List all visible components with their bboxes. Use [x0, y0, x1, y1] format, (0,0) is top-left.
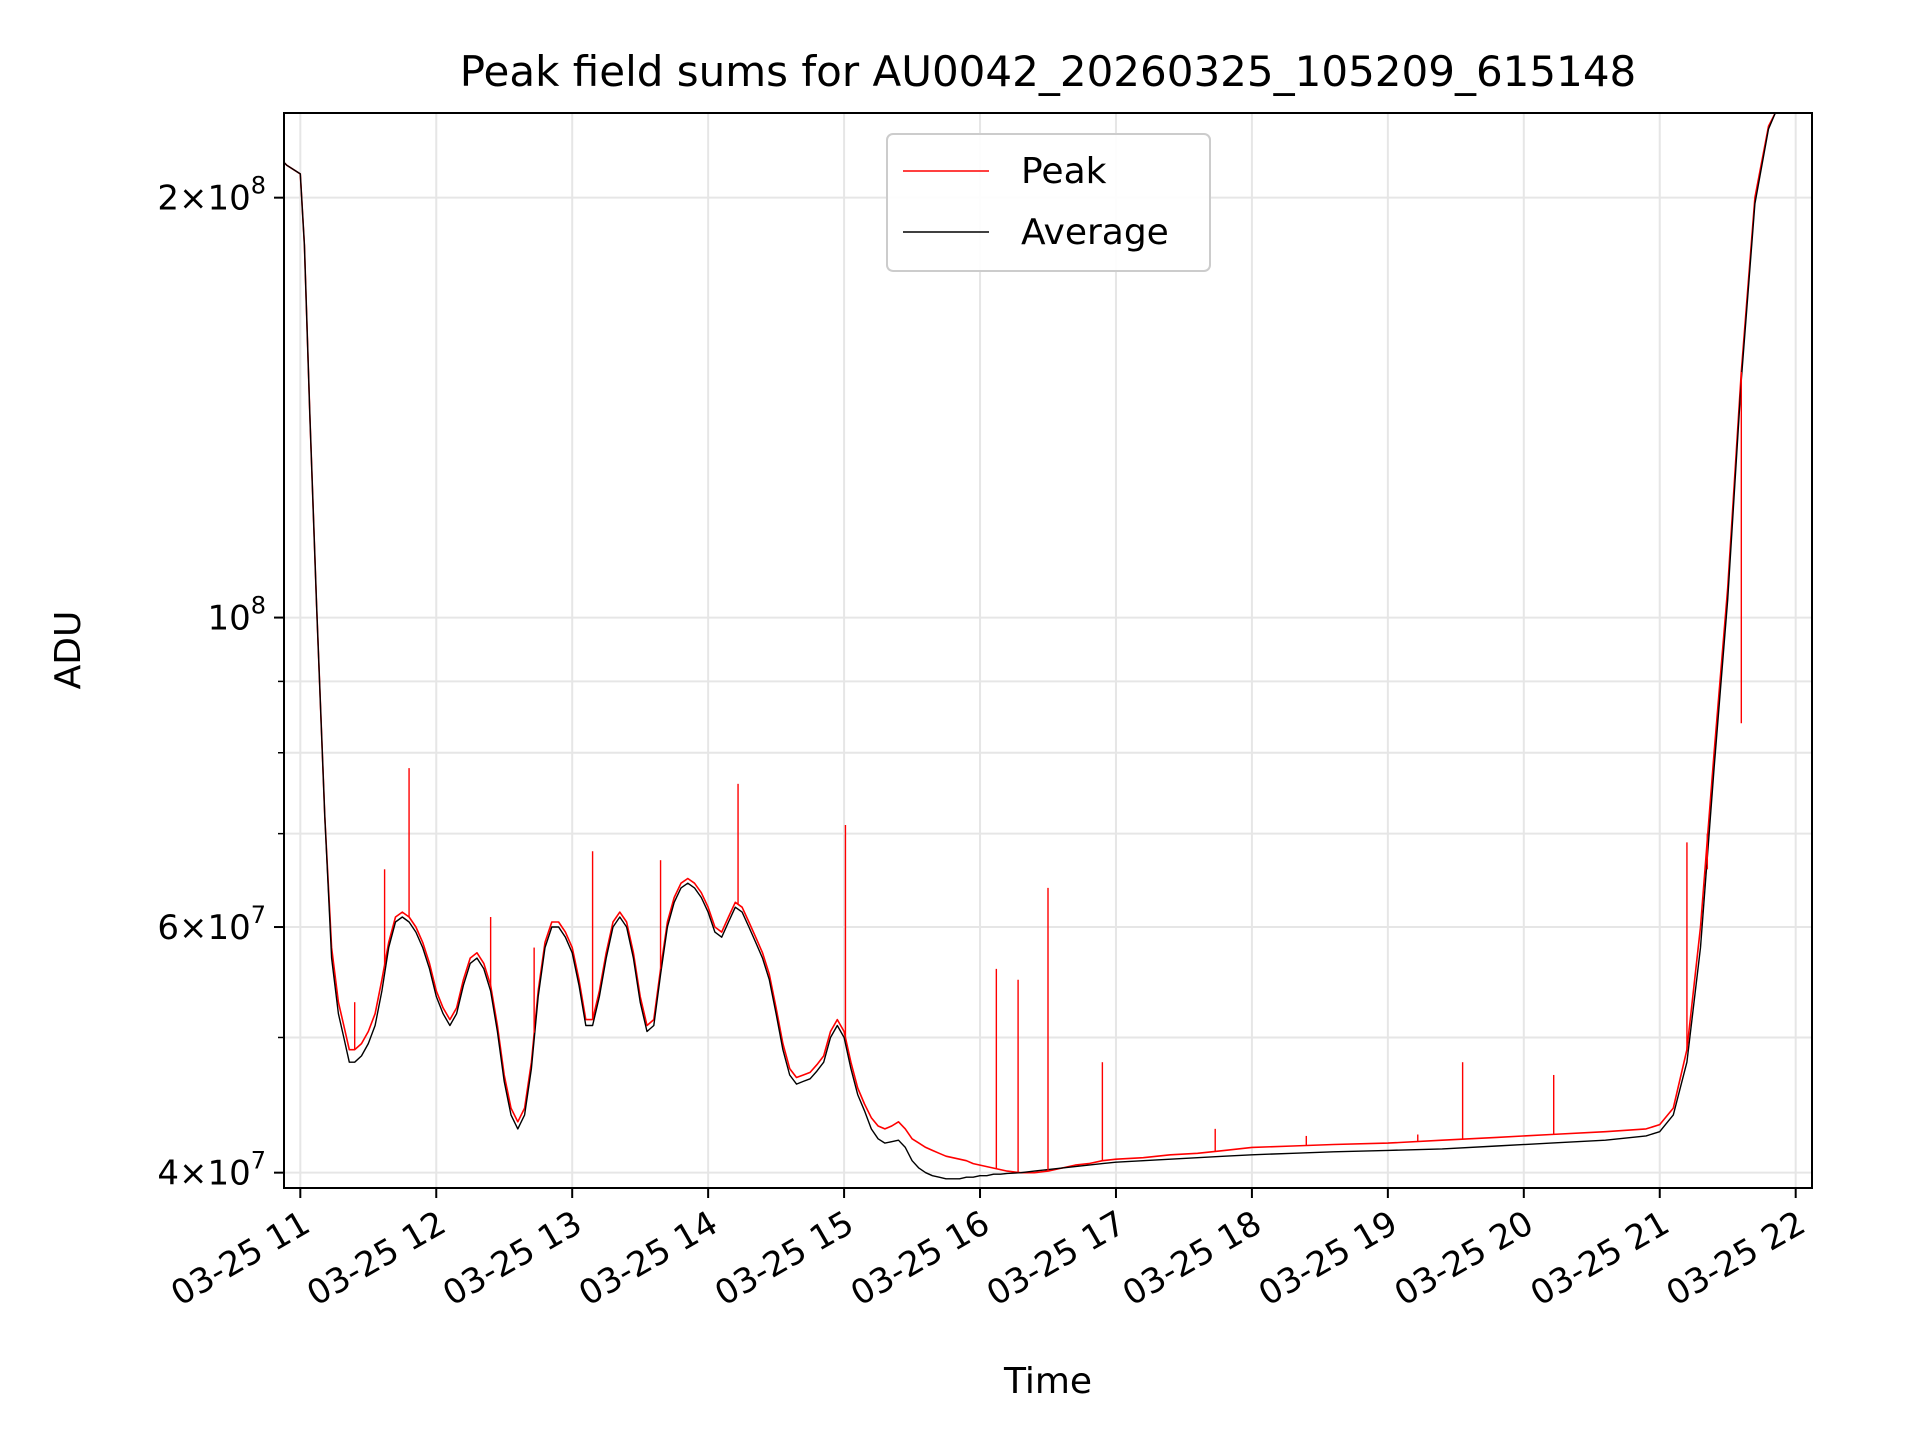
grid — [284, 113, 1812, 1188]
y-axis: 4×107 6×107 108 2×108 — [157, 172, 284, 1194]
series-layer — [284, 113, 1777, 1180]
y-tick-label: 108 — [207, 592, 266, 639]
legend-label-peak: Peak — [1021, 151, 1107, 192]
y-tick-label: 4×107 — [157, 1147, 266, 1194]
series-group — [284, 113, 1777, 1180]
series-line-peak — [284, 113, 1777, 1174]
y-axis-label: ADU — [48, 611, 89, 690]
x-axis-label: Time — [1003, 1361, 1092, 1402]
legend-label-average: Average — [1021, 212, 1169, 253]
legend-box — [886, 133, 1211, 272]
y-tick-label: 2×108 — [157, 172, 266, 219]
chart-title: Peak field sums for AU0042_20260325_1052… — [460, 47, 1637, 96]
series-line-average — [284, 113, 1776, 1180]
plot-frame — [283, 112, 1813, 1189]
legend: Peak Average — [886, 133, 1211, 272]
y-tick-label: 6×107 — [157, 901, 266, 948]
